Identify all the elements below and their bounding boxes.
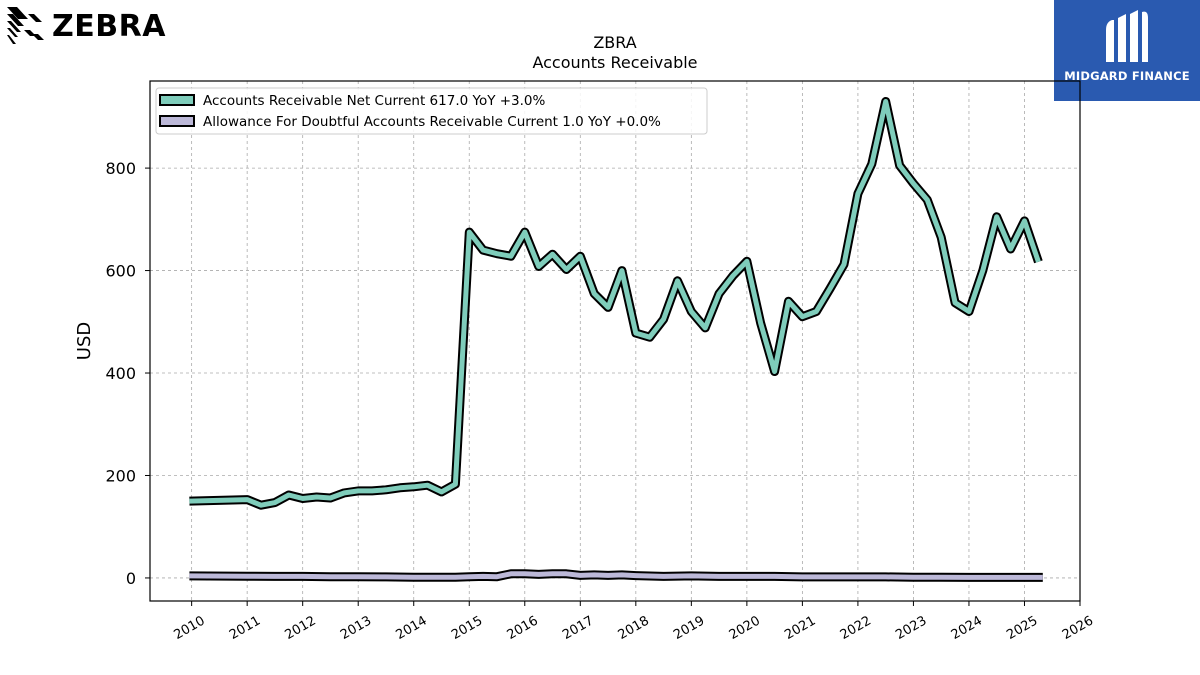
series-line <box>189 99 1041 508</box>
x-tick-label: 2022 <box>838 613 874 643</box>
series-outline <box>189 97 1043 510</box>
grid-lines <box>150 81 1080 601</box>
y-axis-label: USD <box>74 322 95 360</box>
midgard-logo-icon <box>1106 10 1148 63</box>
x-tick-label: 2010 <box>171 613 207 643</box>
legend: Accounts Receivable Net Current 617.0 Yo… <box>155 87 708 135</box>
chart-title: ZBRA <box>593 33 636 52</box>
zebra-logo: ZEBRA <box>4 4 166 48</box>
x-tick-label: 2021 <box>782 613 818 643</box>
legend-box <box>155 87 708 135</box>
x-tick-label: 2012 <box>283 613 319 643</box>
zebra-logo-text: ZEBRA <box>52 8 166 44</box>
legend-swatch <box>159 115 195 127</box>
chart-subtitle: Accounts Receivable <box>532 53 697 72</box>
x-tick-label: 2015 <box>449 613 485 643</box>
y-tick-label: 200 <box>105 466 136 485</box>
midgard-finance-badge: MIDGARD FINANCE <box>1054 0 1200 101</box>
x-tick-label: 2013 <box>338 613 374 643</box>
x-tick-label: 2019 <box>671 613 707 643</box>
x-tick-label: 2011 <box>227 613 263 643</box>
x-tick-label: 2017 <box>560 613 596 643</box>
plot-frame <box>149 80 1081 602</box>
y-tick-label: 600 <box>105 262 136 281</box>
zebra-stripes-icon <box>7 7 44 44</box>
series-line <box>189 571 1043 580</box>
x-tick-label: 2026 <box>1060 613 1096 643</box>
y-tick-label: 400 <box>105 364 136 383</box>
midgard-finance-text: MIDGARD FINANCE <box>1064 69 1190 83</box>
y-tick-label: 0 <box>126 569 136 588</box>
x-tick-label: 2020 <box>727 613 763 643</box>
x-tick-label: 2025 <box>1004 613 1040 643</box>
legend-label: Accounts Receivable Net Current 617.0 Yo… <box>203 93 546 109</box>
legend-swatch <box>159 94 195 106</box>
series-lines <box>189 97 1043 582</box>
x-tick-label: 2016 <box>505 613 541 643</box>
x-tick-label: 2024 <box>949 613 985 643</box>
x-tick-label: 2023 <box>893 613 929 643</box>
axis-ticks: 0 200 400 600 800 2010 2011 2012 2013 2014 2015 201… <box>105 159 1096 643</box>
y-tick-label: 800 <box>105 159 136 178</box>
x-tick-label: 2018 <box>616 613 652 643</box>
legend-label: Allowance For Doubtful Accounts Receivab… <box>203 114 661 130</box>
x-tick-label: 2014 <box>394 613 430 643</box>
